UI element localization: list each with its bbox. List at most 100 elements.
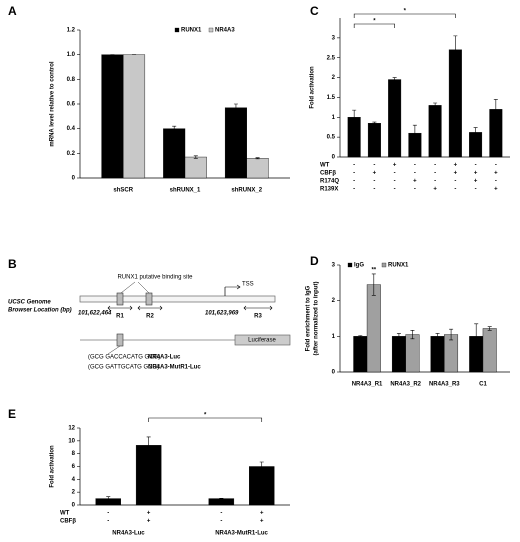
sequence: (GCG GACCACATG GCG) — [88, 355, 160, 361]
annotation: ** — [371, 267, 376, 273]
condition-mark: + — [147, 511, 151, 517]
error-bar — [233, 103, 238, 112]
bar — [208, 498, 235, 506]
bar — [367, 123, 381, 158]
condition-mark: - — [434, 171, 436, 177]
error-bar — [146, 436, 151, 454]
legend-label: RUNX1 — [181, 28, 202, 34]
condition-mark: - — [495, 163, 497, 169]
error-bar — [255, 157, 260, 160]
condition-mark: - — [373, 187, 375, 193]
condition-mark: + — [433, 187, 437, 193]
y-tick-label: 3 — [332, 263, 336, 269]
error-bar — [372, 121, 377, 125]
significance-label: * — [373, 19, 376, 25]
region-arrow — [107, 305, 133, 311]
region-label: R3 — [254, 314, 262, 320]
error-bar — [259, 461, 264, 472]
condition-mark: + — [454, 163, 458, 169]
y-tick-label: 1 — [332, 334, 336, 340]
bar — [391, 336, 406, 373]
bar — [482, 328, 497, 373]
error-bar — [433, 102, 438, 109]
y-tick-label: 0 — [332, 155, 336, 161]
condition-mark: - — [107, 519, 109, 525]
significance-bracket — [353, 23, 395, 28]
y-tick-label: 2 — [332, 75, 336, 81]
bar — [123, 54, 146, 179]
legend-label: IgG — [354, 263, 364, 269]
error-bar — [435, 333, 440, 340]
condition-mark: - — [353, 179, 355, 185]
condition-mark: + — [494, 187, 498, 193]
pointer — [120, 281, 136, 294]
bar — [163, 128, 186, 179]
site — [145, 292, 153, 306]
y-tick-label: 3 — [332, 35, 336, 41]
y-tick-label: 0 — [72, 503, 76, 509]
y-tick-label: 0.8 — [67, 77, 76, 83]
significance-label: * — [204, 413, 207, 419]
y-tick-label: 4 — [72, 477, 76, 483]
condition-mark: - — [220, 519, 222, 525]
y-tick-label: 6 — [72, 464, 76, 470]
error-bar — [106, 496, 111, 501]
condition-mark: - — [394, 179, 396, 185]
condition-mark: - — [434, 163, 436, 169]
condition-mark: - — [414, 171, 416, 177]
condition-mark: - — [454, 179, 456, 185]
region-arrow — [243, 305, 273, 311]
reporter-label: Luciferase — [248, 338, 276, 344]
error-bar — [219, 497, 224, 500]
condition-mark: + — [147, 519, 151, 525]
condition-mark: - — [373, 179, 375, 185]
y-tick-label: 0 — [72, 176, 76, 182]
condition-mark: - — [414, 187, 416, 193]
y-tick-label: 0.4 — [67, 126, 76, 132]
x-tick-label: C1 — [479, 382, 487, 388]
condition-mark: + — [474, 171, 478, 177]
start: 101,622,464 — [78, 311, 112, 317]
y-tick-label: 1.2 — [67, 28, 76, 34]
bar — [448, 49, 462, 158]
error-bar — [487, 326, 492, 331]
significance-bracket — [148, 417, 263, 422]
group-label: NR4A3-MutR1-Luc — [215, 531, 268, 537]
condition-name: WT — [60, 511, 70, 517]
bar — [224, 107, 247, 179]
x-tick-label: shRUNX_1 — [170, 188, 201, 194]
condition-mark: - — [475, 163, 477, 169]
luciferase-box — [234, 334, 291, 346]
error-bar — [449, 328, 454, 341]
legend-swatch — [174, 27, 180, 33]
x-tick-label: shRUNX_2 — [231, 188, 262, 194]
y-tick-label: 12 — [68, 426, 75, 432]
construct-name: NR4A3-Luc — [148, 355, 181, 361]
group-label: NR4A3-Luc — [112, 531, 145, 537]
condition-name: R139X — [320, 187, 338, 193]
condition-mark: + — [494, 171, 498, 177]
condition-mark: + — [260, 511, 264, 517]
x-tick-label: NR4A3_R3 — [429, 382, 460, 388]
y-tick-label: 1.5 — [327, 95, 336, 101]
y-axis-label: (after normalized to input) — [314, 282, 320, 356]
panel-label: A — [8, 4, 17, 18]
bar — [428, 105, 442, 158]
bar — [405, 334, 420, 373]
condition-mark: - — [414, 163, 416, 169]
condition-mark: - — [353, 163, 355, 169]
y-tick-label: 0.6 — [67, 102, 76, 108]
y-tick-label: 2 — [332, 298, 336, 304]
condition-name: CBFβ — [60, 519, 76, 525]
error-bar — [392, 77, 397, 82]
panel-label: C — [310, 4, 319, 18]
legend-swatch — [347, 262, 353, 268]
condition-mark: - — [353, 187, 355, 193]
bar — [366, 284, 381, 373]
condition-mark: - — [495, 179, 497, 185]
error-bar — [396, 333, 401, 340]
error-bar — [493, 99, 498, 120]
significance-label: * — [404, 9, 407, 15]
construct-name: NR4A3-MutR1-Luc — [148, 365, 201, 371]
y-tick-label: 0.5 — [327, 135, 336, 141]
